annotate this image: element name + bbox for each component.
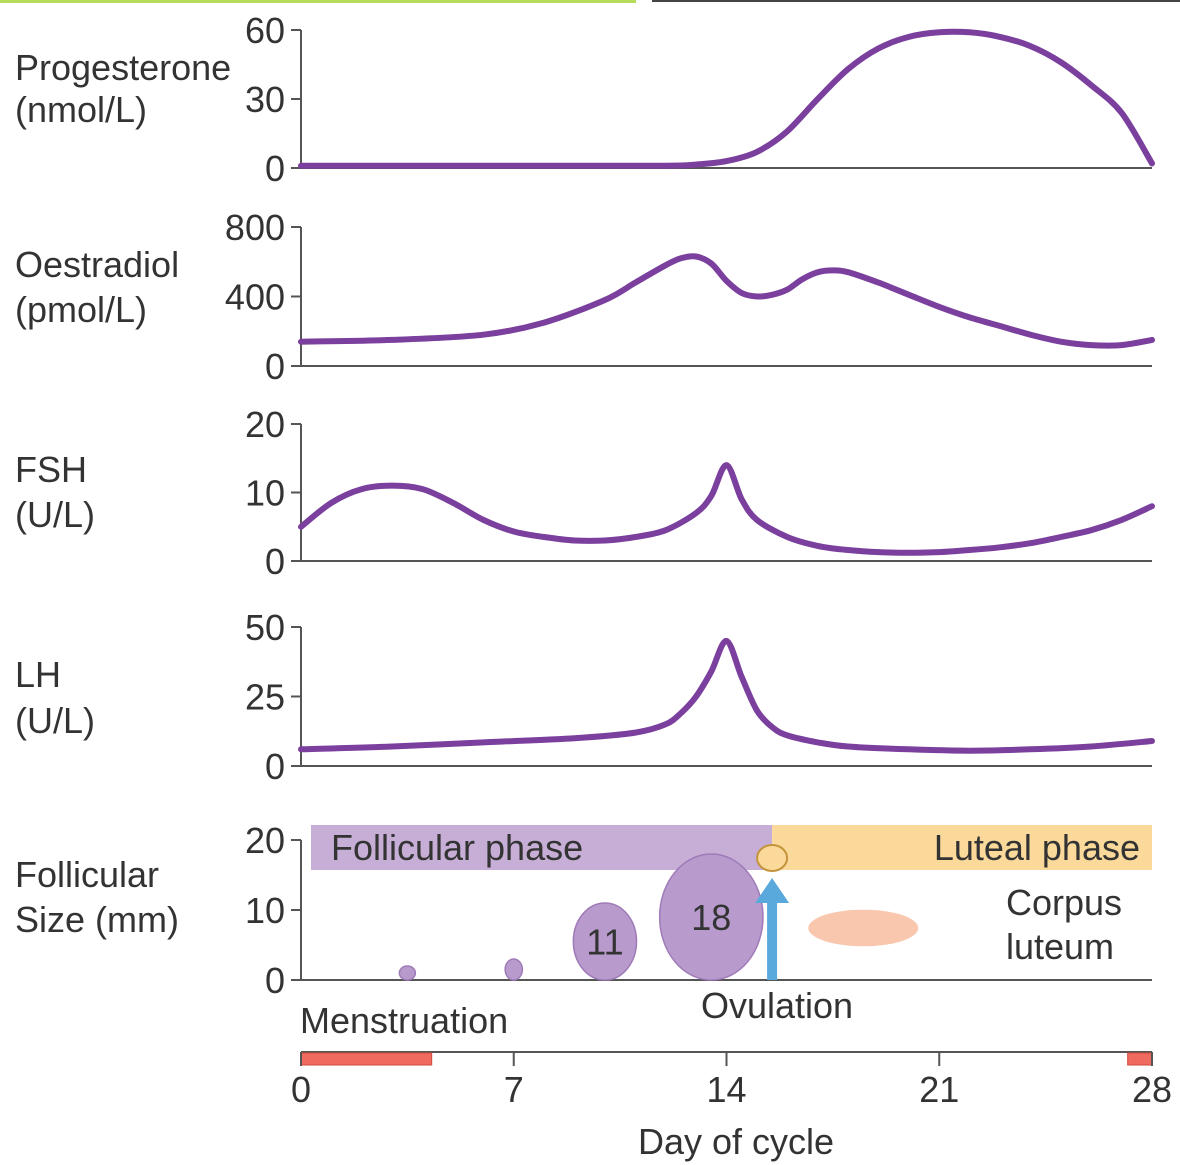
menstruation-bar-1	[300, 1052, 433, 1066]
series-line-oestradiol	[298, 253, 1155, 349]
corpus-luteum	[808, 909, 919, 947]
panel-label-fsh-line-2: (U/L)	[15, 494, 95, 535]
x-tick-label-2: 14	[706, 1069, 746, 1110]
panel-label-progesterone-line-2: (nmol/L)	[15, 89, 147, 130]
panel-oestradiol: Oestradiol(pmol/L) 800 400 0	[15, 207, 1155, 387]
y-tick-label-fsh-1: 10	[245, 473, 285, 514]
y-tick-label-oestradiol-2: 0	[265, 346, 285, 387]
y-tick-label-fsh-0: 20	[245, 404, 285, 445]
follicle-3	[572, 902, 638, 981]
menstruation-bar-2	[1127, 1052, 1153, 1066]
series-line-progesterone	[298, 28, 1155, 169]
y-tick-label-lh-2: 0	[265, 746, 285, 787]
y-tick-label-progesterone-0: 60	[245, 10, 285, 51]
follicle-2	[504, 958, 524, 981]
panel-label-lh-line-2: (U/L)	[15, 700, 95, 741]
phase-label-follicular: Follicular phase	[331, 827, 583, 868]
follicle-4	[658, 853, 764, 981]
panel-label-lh-line-1: LH	[15, 654, 61, 695]
panel-label-oestradiol-line-1: Oestradiol	[15, 244, 179, 285]
panel-label-oestradiol-line-2: (pmol/L)	[15, 289, 147, 330]
series-line-lh	[298, 637, 1155, 754]
panel-lh: LH (U/L) 50 25 0	[15, 607, 1155, 787]
day-of-cycle-axis: 0 7 14 21 28	[291, 1051, 1172, 1110]
x-tick-label-3: 21	[919, 1069, 959, 1110]
panel-fsh: FSH(U/L) 20 10 0	[15, 404, 1155, 582]
x-axis-title: Day of cycle	[638, 1121, 834, 1162]
follicle-size-label-3: 11	[586, 922, 623, 963]
hormone-panels: Progesterone(nmol/L)60300Oestradiol(pmol…	[15, 10, 1155, 1001]
panel-label-follicular_size-line-1: Follicular	[15, 854, 159, 895]
panel-label-follicular_size-line-2: Size (mm)	[15, 899, 179, 940]
y-tick-label-follicular_size-2: 0	[265, 960, 285, 1001]
y-tick-label-fsh-2: 0	[265, 541, 285, 582]
follicle-size-label-4: 18	[691, 897, 731, 938]
y-tick-label-oestradiol-1: 400	[225, 277, 285, 318]
x-tick-label-4: 28	[1132, 1069, 1172, 1110]
ovulated-egg	[756, 844, 789, 872]
series-line-fsh	[298, 462, 1155, 556]
y-tick-label-progesterone-1: 30	[245, 79, 285, 120]
menstruation-label: Menstruation	[300, 1000, 508, 1041]
phase-label-luteal: Luteal phase	[934, 827, 1140, 868]
corpus-luteum-label-line-1: Corpus	[1006, 882, 1122, 923]
ovulation-label: Ovulation	[701, 985, 853, 1026]
panel-label-progesterone-line-1: Progesterone	[15, 47, 231, 88]
x-tick-label-0: 0	[291, 1069, 311, 1110]
follicles: 11 18	[398, 844, 919, 981]
panel-label-fsh-line-1: FSH	[15, 449, 87, 490]
panel-progesterone: Progesterone(nmol/L) 60 30 0	[15, 10, 1155, 189]
follicle-1	[398, 965, 417, 981]
phase-bar-luteal	[772, 825, 1152, 870]
y-tick-label-lh-0: 50	[245, 607, 285, 648]
x-tick-label-1: 7	[504, 1069, 524, 1110]
top-border-dark	[652, 0, 1180, 2]
y-tick-label-oestradiol-0: 800	[225, 207, 285, 248]
y-tick-label-follicular_size-1: 10	[245, 890, 285, 931]
top-border-green	[0, 0, 636, 3]
ovulation-arrow-head	[755, 878, 790, 903]
phase-bars: Follicular phase Luteal phase	[311, 825, 1152, 870]
corpus-luteum-label-line-2: luteum	[1006, 926, 1114, 967]
y-tick-label-follicular_size-0: 20	[245, 820, 285, 861]
y-tick-label-progesterone-2: 0	[265, 148, 285, 189]
y-tick-label-lh-1: 25	[245, 677, 285, 718]
follicular-size-panel: Follicular phase Luteal phase 11 18 Corpus…	[300, 825, 1152, 1041]
ovulation-arrow-shaft	[767, 895, 778, 980]
